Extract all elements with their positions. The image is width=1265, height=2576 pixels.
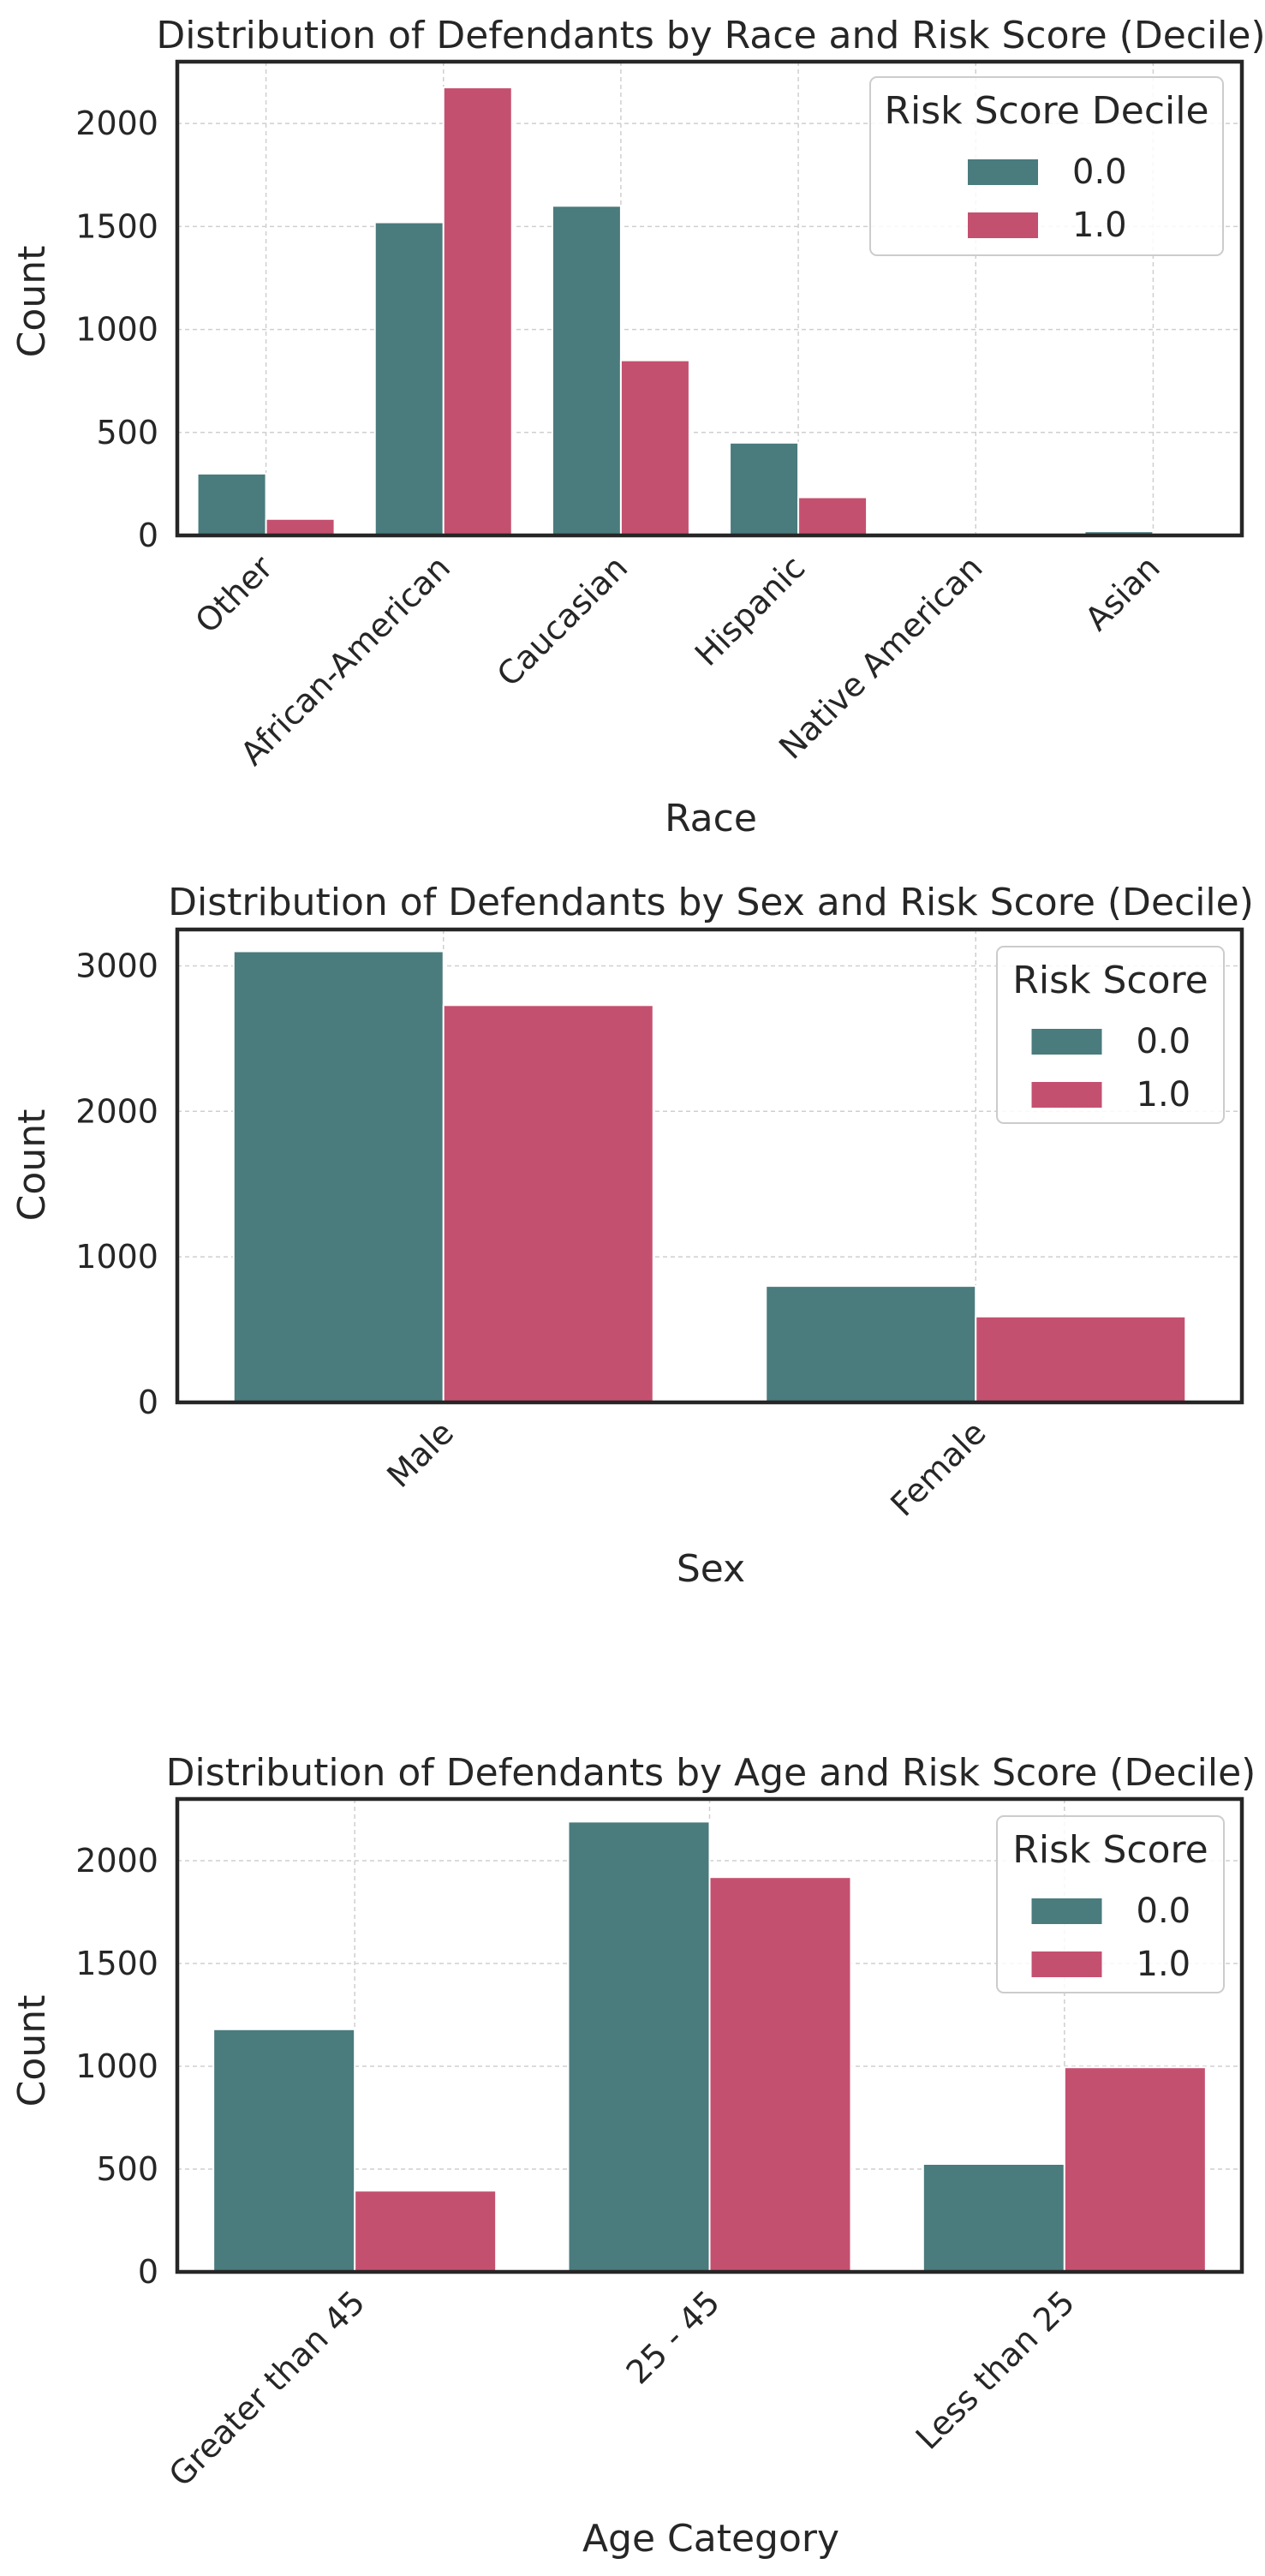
legend-label: 0.0 xyxy=(1137,1892,1191,1931)
plot-frame xyxy=(175,927,1244,1405)
y-ticks: 0 500 1000 1500 2000 xyxy=(75,105,158,554)
legend-swatch xyxy=(968,212,1038,238)
legend-box xyxy=(996,946,1225,1124)
x-tick-label: Greater than 45 xyxy=(162,2283,373,2494)
bar xyxy=(354,2190,498,2273)
legend-title: Risk Score xyxy=(1012,1828,1208,1872)
y-tick-label: 0 xyxy=(138,517,158,554)
bar xyxy=(232,950,445,1403)
bar xyxy=(442,87,513,537)
y-tick-label: 1500 xyxy=(75,207,158,245)
x-ticks: Greater than 45 25 - 45 Less than 25 xyxy=(162,2283,1083,2494)
y-tick-label: 0 xyxy=(138,2253,158,2291)
y-tick-label: 1000 xyxy=(75,2047,158,2085)
legend-label: 0.0 xyxy=(1072,152,1127,192)
bar xyxy=(729,441,800,536)
bar xyxy=(567,1820,711,2273)
bar xyxy=(442,1004,654,1403)
bar xyxy=(922,2163,1065,2273)
bar xyxy=(212,2028,356,2274)
x-tick-label: Less than 25 xyxy=(909,2283,1082,2456)
bar xyxy=(708,1876,852,2273)
race-risk-chart: Distribution of Defendants by Race and R… xyxy=(10,14,1265,840)
x-axis-label: Age Category xyxy=(582,2517,839,2561)
y-axis-label: Count xyxy=(10,1109,54,1222)
legend-label: 1.0 xyxy=(1137,1945,1191,1984)
legend: Risk Score 0.0 1.0 xyxy=(996,1815,1225,1993)
bar xyxy=(975,1315,1187,1403)
legend-label: 1.0 xyxy=(1137,1075,1191,1115)
x-tick-label: Other xyxy=(188,548,281,641)
legend: Risk Score Decile 0.0 1.0 xyxy=(869,76,1224,256)
bar xyxy=(619,359,690,536)
x-axis-label: Sex xyxy=(677,1547,745,1591)
x-ticks: Male Female xyxy=(379,1414,993,1523)
age-risk-chart: Distribution of Defendants by Age and Ri… xyxy=(10,1751,1256,2561)
plot-frame xyxy=(175,1796,1244,2274)
x-tick-label: Hispanic xyxy=(688,548,813,673)
legend-title: Risk Score xyxy=(1012,959,1208,1002)
y-tick-label: 1000 xyxy=(75,311,158,349)
y-axis-label: Count xyxy=(10,1995,54,2107)
y-tick-label: 1000 xyxy=(75,1238,158,1276)
x-tick-label: Female xyxy=(883,1414,993,1523)
bar xyxy=(373,221,445,536)
y-tick-label: 500 xyxy=(96,414,158,451)
x-tick-label: 25 - 45 xyxy=(619,2283,727,2391)
y-tick-label: 3000 xyxy=(75,947,158,984)
bar xyxy=(765,1285,977,1403)
legend-box xyxy=(869,76,1224,256)
legend: Risk Score 0.0 1.0 xyxy=(996,946,1225,1124)
x-tick-label: Caucasian xyxy=(490,548,635,694)
bars xyxy=(196,87,1223,537)
legend-swatch xyxy=(1031,1898,1102,1924)
x-tick-label: Asian xyxy=(1077,548,1167,637)
legend-label: 0.0 xyxy=(1137,1022,1191,1061)
bar xyxy=(1063,2066,1207,2273)
y-tick-label: 2000 xyxy=(75,1092,158,1130)
bar xyxy=(551,205,622,536)
y-tick-label: 1500 xyxy=(75,1945,158,1982)
legend-swatch xyxy=(1031,1951,1102,1977)
x-tick-label: Male xyxy=(379,1414,461,1495)
legend-title: Risk Score Decile xyxy=(884,89,1208,133)
chart-title: Distribution of Defendants by Sex and Ri… xyxy=(168,881,1254,924)
y-ticks: 0 500 1000 1500 2000 xyxy=(75,1842,158,2291)
legend-label: 1.0 xyxy=(1072,206,1127,245)
y-tick-label: 0 xyxy=(138,1384,158,1421)
y-axis-label: Count xyxy=(10,246,54,358)
x-axis-label: Race xyxy=(665,797,757,840)
y-tick-label: 500 xyxy=(96,2150,158,2188)
bar xyxy=(196,472,267,536)
plot-frame xyxy=(175,59,1244,538)
legend-swatch xyxy=(968,159,1038,185)
bars xyxy=(232,950,1187,1403)
chart-title: Distribution of Defendants by Race and R… xyxy=(156,14,1265,57)
bar xyxy=(797,496,868,537)
bar xyxy=(265,517,336,536)
legend-swatch xyxy=(1031,1082,1102,1108)
chart-title: Distribution of Defendants by Age and Ri… xyxy=(166,1751,1256,1795)
sex-risk-chart: Distribution of Defendants by Sex and Ri… xyxy=(10,881,1254,1591)
y-tick-label: 2000 xyxy=(75,1842,158,1880)
y-ticks: 0 1000 2000 3000 xyxy=(75,947,158,1421)
y-tick-label: 2000 xyxy=(75,105,158,142)
legend-swatch xyxy=(1031,1029,1102,1055)
legend-box xyxy=(996,1815,1225,1993)
